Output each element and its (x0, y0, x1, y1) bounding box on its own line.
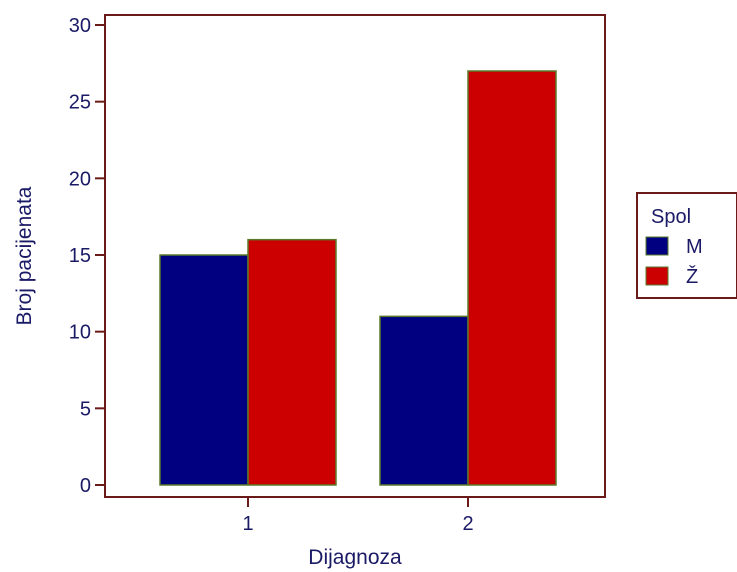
y-tick-label: 15 (69, 245, 91, 267)
y-axis-title: Broj pacijenata (13, 186, 36, 325)
legend-title: Spol (651, 206, 691, 228)
y-tick-label: 25 (69, 92, 91, 114)
bar-m-category-1 (159, 254, 249, 486)
y-axis: 0 5 10 15 20 25 30 (69, 15, 105, 497)
y-tick-label: 20 (69, 168, 91, 190)
bar-z-category-2 (467, 70, 557, 486)
legend-label-m: M (686, 236, 703, 258)
legend-swatch-m (645, 236, 669, 256)
y-tick-label: 5 (80, 398, 91, 420)
y-tick-label: 10 (69, 322, 91, 344)
y-tick-label: 0 (80, 475, 91, 497)
bars-group (159, 70, 557, 486)
y-tick-label: 30 (69, 15, 91, 37)
x-axis-title: Dijagnoza (308, 546, 402, 569)
legend-swatch-z (645, 266, 669, 286)
x-tick-label: 1 (242, 513, 253, 535)
legend: Spol MŽ (636, 192, 737, 299)
bar-z-category-1 (247, 238, 337, 486)
legend-box (636, 192, 737, 299)
legend-label-z: Ž (686, 265, 698, 288)
x-tick-label: 2 (462, 513, 473, 535)
bar-m-category-2 (379, 315, 469, 486)
